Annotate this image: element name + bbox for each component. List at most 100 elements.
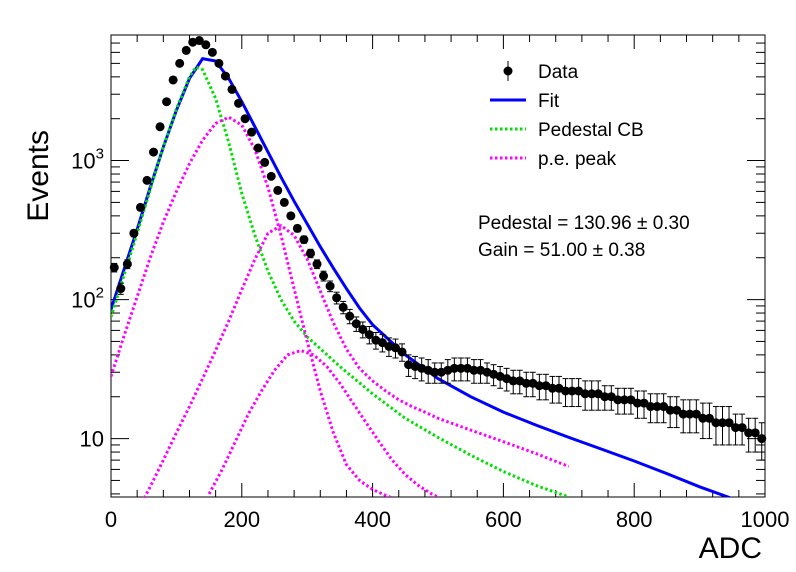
data-point (685, 409, 695, 419)
data-point (319, 271, 329, 281)
series-line-p-e-peak (111, 115, 395, 497)
data-point (260, 157, 270, 167)
data-point (142, 175, 152, 185)
legend: Data Fit Pedestal CB p.e. peak (490, 61, 644, 170)
x-tick-label: 0 (105, 507, 117, 532)
y-tick-label: 102 (71, 285, 104, 313)
y-tick-exponent: 3 (96, 146, 104, 163)
legend-label-data: Data (538, 62, 579, 83)
data-point (691, 409, 701, 419)
data-point (377, 338, 387, 348)
x-tick-label: 600 (485, 507, 522, 532)
data-point (534, 381, 544, 391)
data-point (613, 395, 623, 405)
series-line-p-e-peak (207, 348, 439, 497)
data-point (168, 75, 178, 85)
data-point (698, 413, 708, 423)
data-point (561, 386, 571, 396)
axis-ticks (110, 34, 766, 497)
data-point (652, 402, 662, 412)
data-point (129, 228, 139, 238)
y-tick-label: 103 (71, 146, 104, 174)
legend-label-p-e-peak: p.e. peak (538, 149, 617, 170)
data-point (750, 428, 760, 438)
data-point (234, 98, 244, 108)
data-point (162, 97, 172, 107)
data-point (619, 395, 629, 405)
legend-marker-data (503, 66, 513, 76)
data-point (430, 367, 440, 377)
y-tick-label: 10 (80, 427, 104, 452)
y-tick-base: 10 (71, 149, 95, 174)
data-point (351, 319, 361, 329)
data-point (587, 389, 597, 399)
data-point (345, 311, 355, 321)
data-point (214, 58, 224, 68)
x-tick-label: 800 (616, 507, 653, 532)
data-point (122, 259, 132, 269)
y-tick-exponent: 2 (96, 285, 104, 302)
series-layer (109, 36, 767, 497)
data-point (456, 363, 466, 373)
y-axis-title: Events (22, 130, 55, 222)
data-point (737, 423, 747, 433)
data-point (632, 398, 642, 408)
series-line-pedestal-cb (111, 65, 570, 497)
data-point (305, 248, 315, 258)
x-tick-label: 1000 (741, 507, 790, 532)
data-point (247, 127, 257, 137)
legend-label-pedestal-cb: Pedestal CB (538, 120, 644, 141)
data-point (338, 302, 348, 312)
data-point (508, 376, 518, 386)
data-point (521, 378, 531, 388)
data-point (155, 122, 165, 132)
data-point (227, 84, 237, 94)
data-point (325, 281, 335, 291)
plot-frame (110, 34, 766, 498)
data-point (646, 402, 656, 412)
data-point (194, 36, 204, 46)
data-point (116, 284, 126, 294)
data-point (364, 330, 374, 340)
data-point (253, 143, 263, 153)
annotation-pedestal: Pedestal = 130.96 ± 0.30 (478, 213, 690, 234)
data-point (600, 392, 610, 402)
data-point (332, 293, 342, 303)
data-point (678, 409, 688, 419)
data-point (665, 405, 675, 415)
data-point (731, 423, 741, 433)
data-point (659, 402, 669, 412)
data-point (220, 71, 230, 81)
data-point (469, 365, 479, 375)
data-point (711, 418, 721, 428)
data-point (449, 363, 459, 373)
data-point (240, 114, 250, 124)
data-point (286, 211, 296, 221)
y-tick-base: 10 (71, 288, 95, 313)
data-point (547, 383, 557, 393)
data-point (266, 171, 276, 181)
data-point (717, 418, 727, 428)
data-point (292, 223, 302, 233)
data-point (207, 47, 217, 57)
series-line-fit (111, 57, 733, 497)
data-point (567, 386, 577, 396)
data-point (358, 324, 368, 334)
legend-label-fit: Fit (538, 91, 560, 112)
data-point (724, 418, 734, 428)
data-point (704, 413, 714, 423)
data-point (149, 147, 159, 157)
data-point (109, 263, 119, 273)
data-point (757, 434, 767, 444)
data-point (135, 202, 145, 212)
data-point (279, 197, 289, 207)
annotation-gain: Gain = 51.00 ± 0.38 (478, 240, 645, 261)
data-point (390, 343, 400, 353)
data-point (744, 428, 754, 438)
data-point (273, 185, 283, 195)
data-point (580, 389, 590, 399)
data-point (672, 405, 682, 415)
data-point (397, 347, 407, 357)
